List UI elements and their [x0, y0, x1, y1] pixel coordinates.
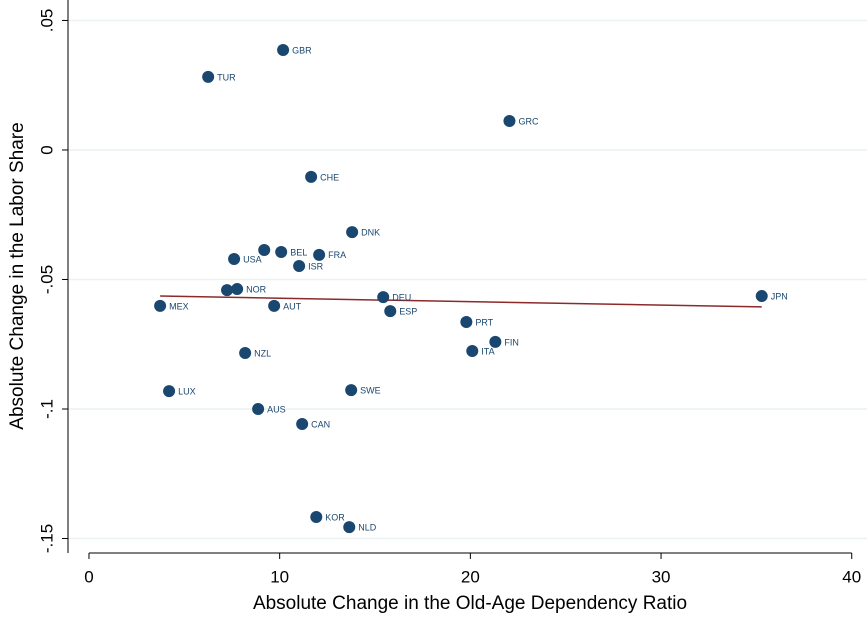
y-tick-label: -.1 — [37, 399, 56, 419]
point — [268, 299, 281, 312]
point — [313, 248, 326, 261]
point-label: TUR — [217, 72, 236, 82]
point — [258, 243, 271, 256]
point-label: MEX — [169, 301, 189, 311]
y-tick-label: -.15 — [37, 524, 56, 553]
point-label: FIN — [504, 337, 519, 347]
point — [489, 335, 502, 348]
point-label: DEU — [392, 292, 411, 302]
point-label: FRA — [328, 250, 346, 260]
point-label: GBR — [292, 45, 312, 55]
point — [466, 344, 479, 357]
y-tick-label: -.05 — [37, 265, 56, 294]
point-label: PRT — [475, 317, 493, 327]
point — [345, 384, 358, 397]
point-label: GRC — [518, 116, 539, 126]
point-label: KOR — [325, 512, 345, 522]
point-label: ITA — [481, 346, 494, 356]
point — [252, 402, 265, 415]
point — [305, 170, 318, 183]
point-label: JPN — [771, 291, 788, 301]
point — [163, 385, 176, 398]
point-label: SWE — [360, 385, 381, 395]
point-label: CHE — [320, 172, 339, 182]
point-label: AUT — [283, 301, 302, 311]
point — [231, 283, 244, 296]
point — [377, 291, 390, 304]
y-tick-label: .05 — [37, 9, 56, 33]
point — [755, 290, 768, 303]
point-label: NOR — [246, 284, 267, 294]
point — [343, 521, 356, 534]
x-tick-label: 30 — [652, 567, 671, 586]
y-axis-title: Absolute Change in the Labor Share — [7, 122, 28, 429]
point — [202, 70, 215, 83]
point-label: CAN — [311, 419, 330, 429]
fit-line — [160, 295, 762, 308]
x-tick-label: 40 — [842, 567, 861, 586]
point-label: NLD — [358, 522, 377, 532]
point — [384, 305, 397, 318]
point — [239, 347, 252, 360]
point-label: USA — [243, 254, 262, 264]
x-tick-label: 20 — [461, 567, 480, 586]
point-label: NZL — [254, 348, 271, 358]
point — [293, 260, 306, 273]
point — [460, 315, 473, 328]
x-tick-label: 10 — [270, 567, 289, 586]
point — [503, 114, 516, 127]
y-tick-label: 0 — [37, 145, 56, 154]
point-label: BEL — [290, 247, 307, 257]
x-tick-label: 0 — [84, 567, 93, 586]
point — [154, 299, 167, 312]
point-label: AUS — [267, 404, 286, 414]
point — [277, 43, 290, 56]
point — [310, 510, 323, 523]
point — [228, 253, 241, 266]
x-axis-title: Absolute Change in the Old-Age Dependenc… — [253, 593, 687, 614]
point-label: DNK — [361, 227, 380, 237]
point — [346, 226, 359, 239]
point-label: LUX — [178, 386, 196, 396]
point — [275, 246, 288, 259]
point — [296, 418, 309, 431]
point — [221, 284, 234, 297]
point-label: ISR — [308, 261, 324, 271]
point-label: ESP — [399, 306, 417, 316]
